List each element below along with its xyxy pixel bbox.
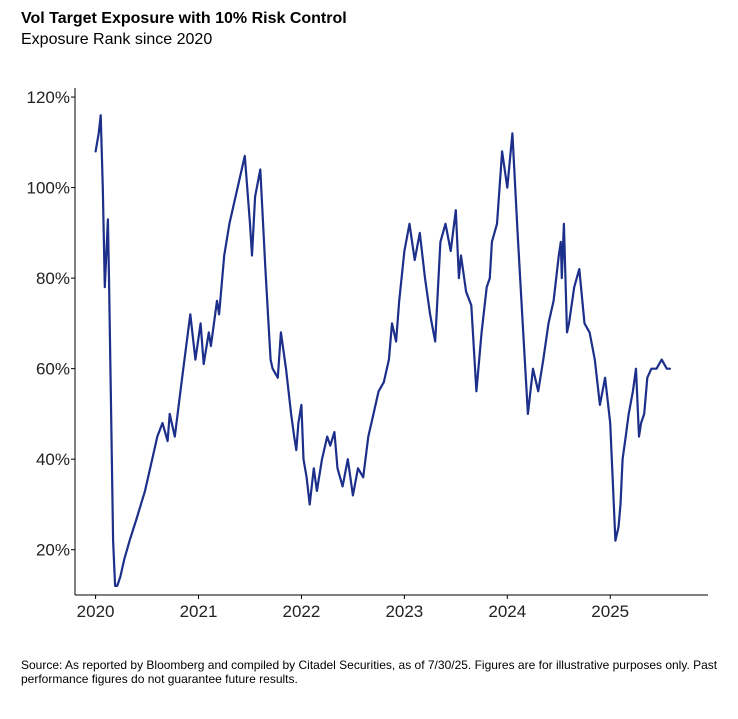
x-tick-label: 2024 bbox=[488, 602, 526, 621]
x-tick-label: 2025 bbox=[591, 602, 629, 621]
y-tick-label: 100% bbox=[27, 179, 70, 198]
y-tick-label: 40% bbox=[36, 450, 70, 469]
tick-labels: 20% 40% 60% 80% 100% 120% 2020 2021 2022 2023 2024… bbox=[27, 88, 630, 621]
series-layer bbox=[94, 114, 672, 588]
x-tick-label: 2021 bbox=[180, 602, 218, 621]
y-tick-label: 120% bbox=[27, 88, 70, 107]
axes bbox=[71, 88, 708, 599]
source-note: Source: As reported by Bloomberg and com… bbox=[21, 658, 718, 686]
x-tick-label: 2023 bbox=[385, 602, 423, 621]
series-line bbox=[94, 114, 672, 588]
y-tick-label: 60% bbox=[36, 360, 70, 379]
y-tick-label: 80% bbox=[36, 269, 70, 288]
x-tick-label: 2020 bbox=[77, 602, 115, 621]
chart-title: Vol Target Exposure with 10% Risk Contro… bbox=[21, 10, 347, 27]
x-tick-label: 2022 bbox=[283, 602, 321, 621]
line-chart: 20% 40% 60% 80% 100% 120% 2020 2021 2022 2023 2024… bbox=[27, 88, 708, 621]
y-tick-label: 20% bbox=[36, 541, 70, 560]
chart-subtitle: Exposure Rank since 2020 bbox=[21, 31, 213, 48]
